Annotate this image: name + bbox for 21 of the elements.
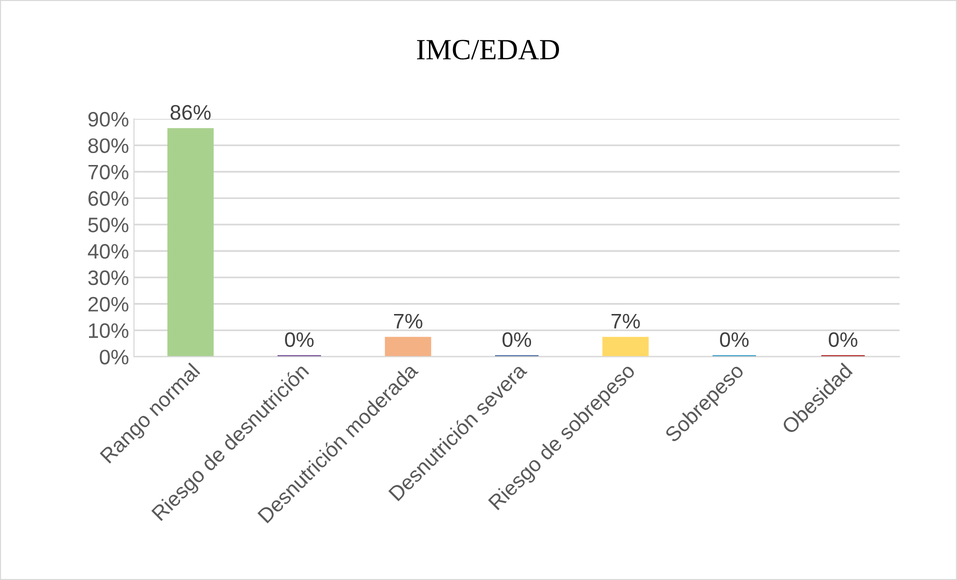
y-tick-label: 50% [88,218,128,232]
bar [602,336,649,357]
y-tick-label: 10% [89,323,128,338]
data-label: 7% [394,314,422,328]
data-label: 0% [285,332,314,348]
y-tick-label: 70% [88,164,128,180]
y-tick-label: 40% [88,244,128,259]
bar [167,128,214,357]
bar [384,336,432,357]
y-tick-label: 80% [88,138,128,154]
y-tick-label: 90% [88,112,128,127]
y-tick-label: 0% [100,350,128,364]
chart-title: IMC/EDAD [417,40,560,60]
data-label: 86% [170,105,211,120]
y-tick-label: 30% [88,270,128,286]
y-tick-label: 20% [88,296,128,312]
data-label: 0% [720,332,749,348]
data-label: 0% [828,332,858,348]
data-label: 0% [502,332,532,348]
y-tick-label: 60% [88,191,128,206]
data-label: 7% [612,314,640,328]
